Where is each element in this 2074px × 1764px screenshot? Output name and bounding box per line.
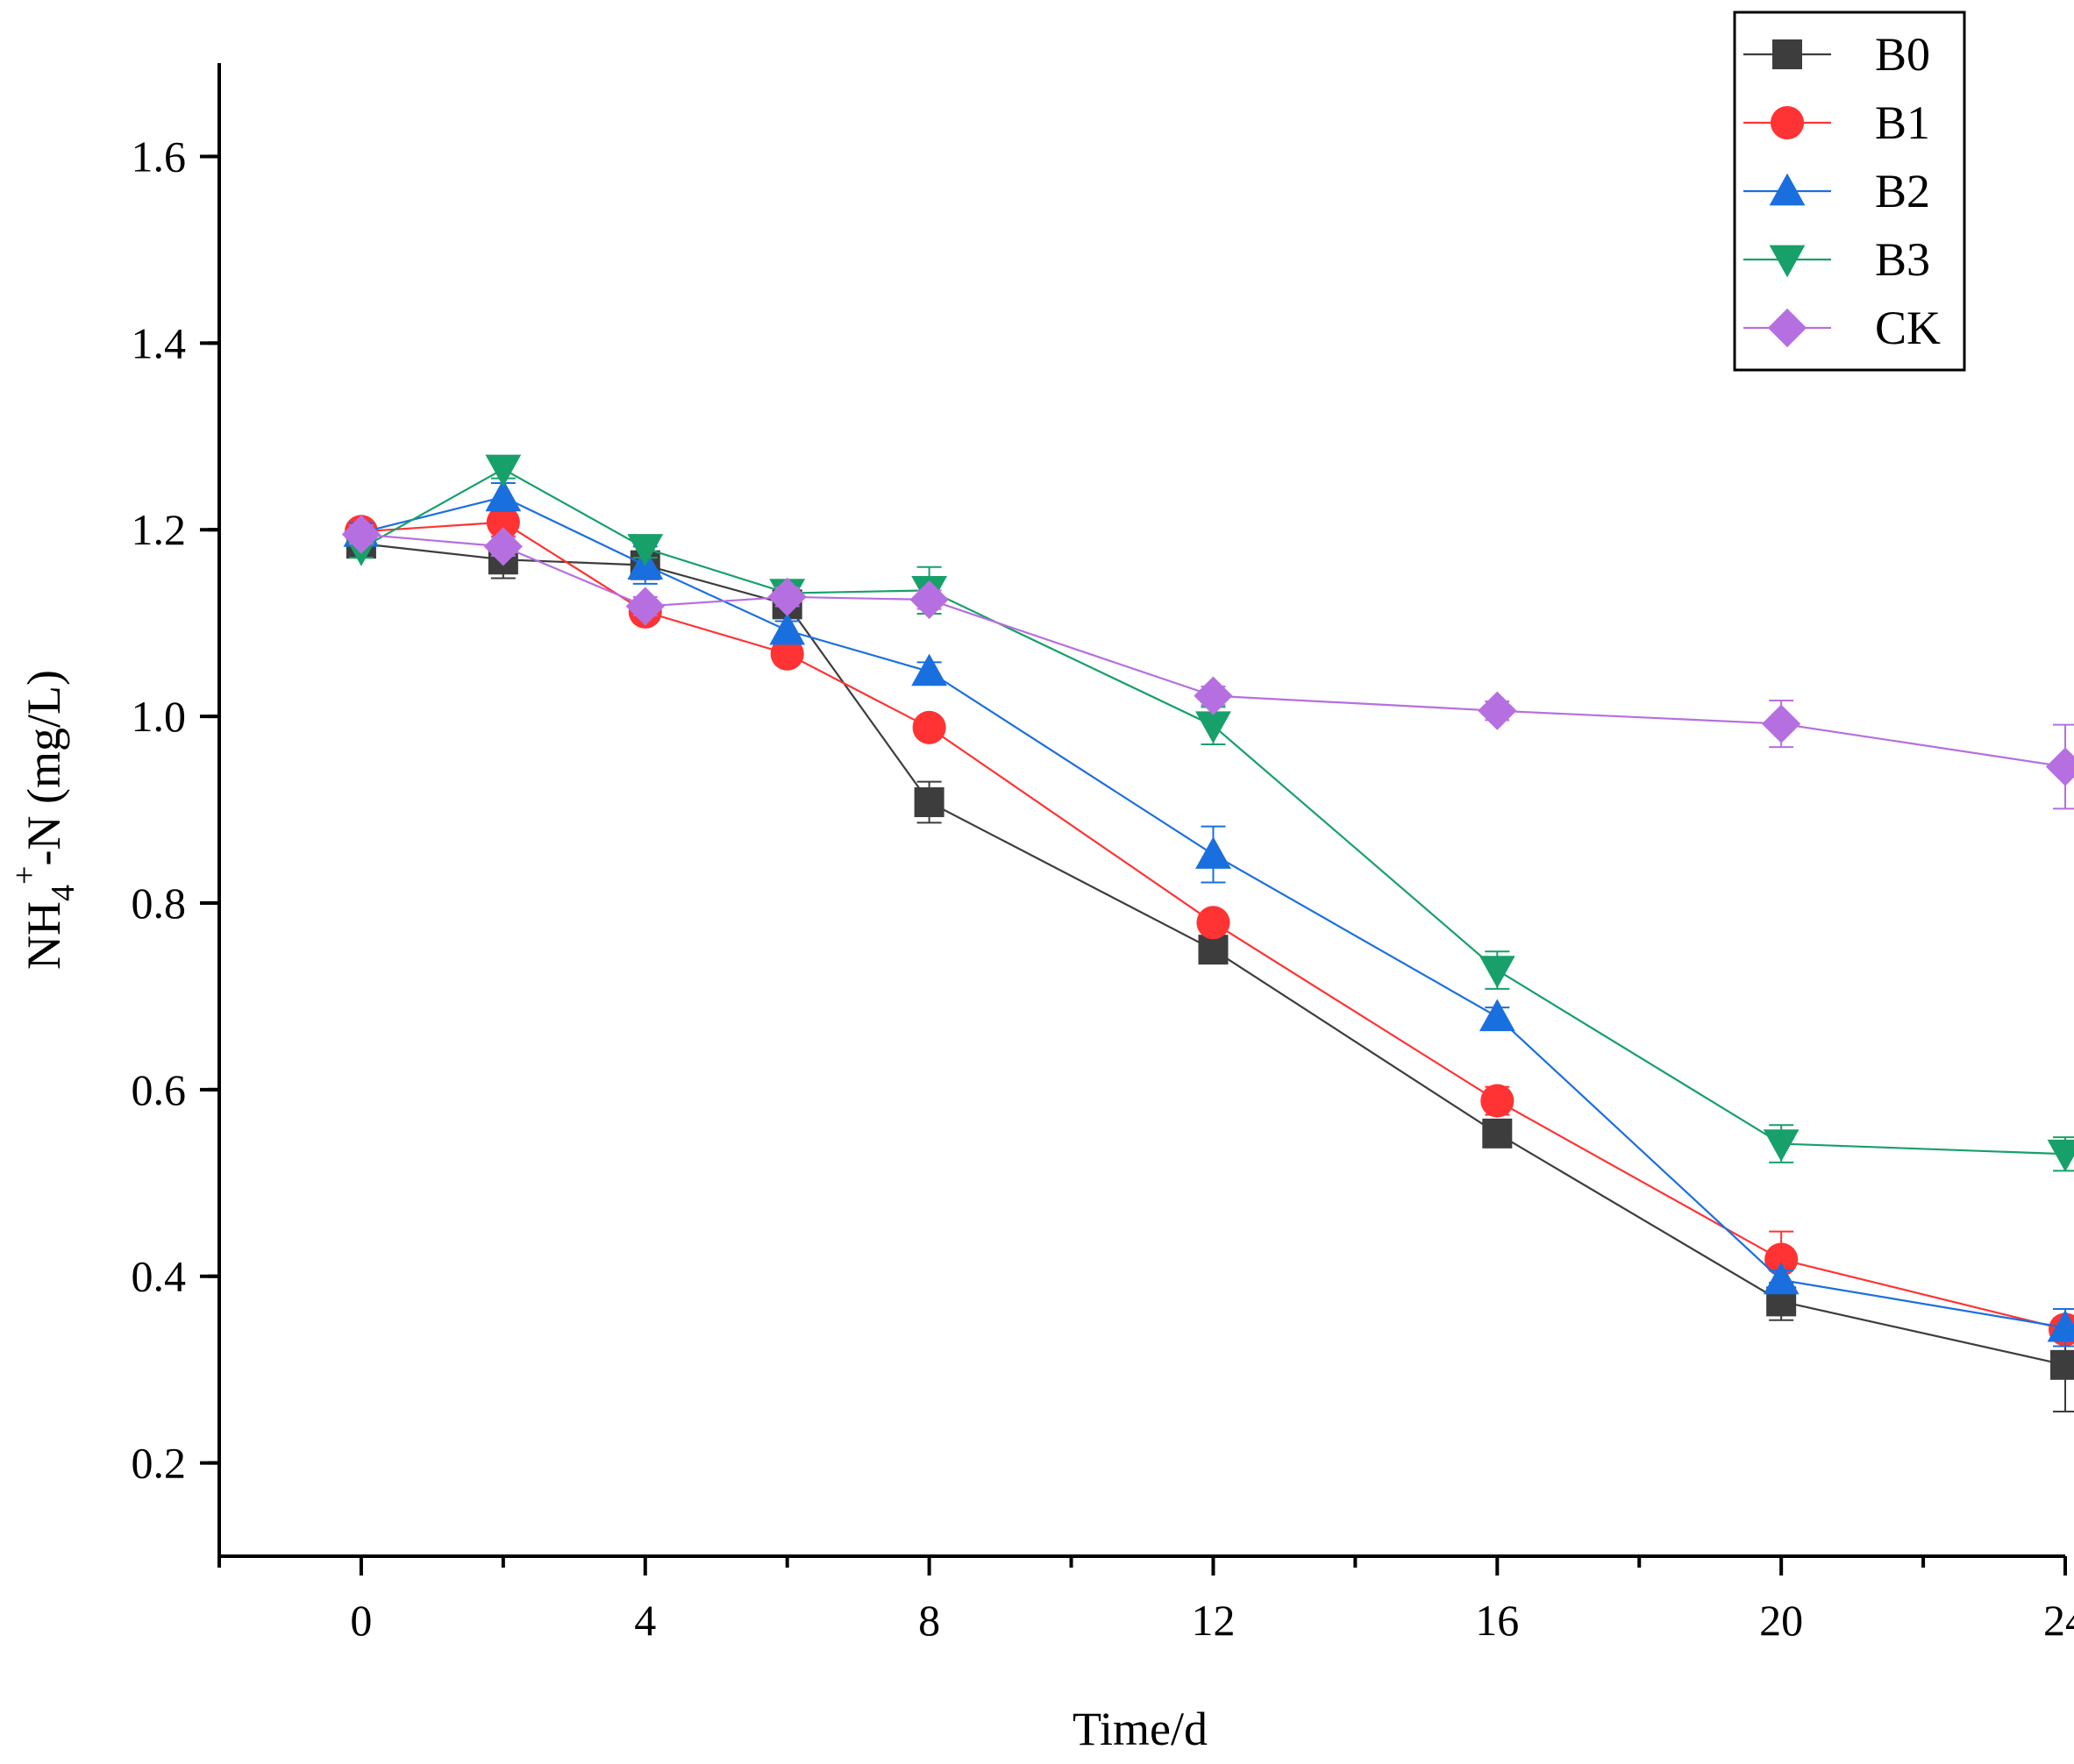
- x-tick-label: 4: [634, 1596, 656, 1645]
- y-axis-title: NH4+-N (mg/L): [6, 670, 82, 970]
- data-point-b3: [485, 454, 522, 487]
- data-point-ck: [341, 515, 381, 554]
- data-point-b3: [2047, 1139, 2074, 1172]
- data-point-b1: [912, 710, 946, 744]
- y-tick-label: 0.8: [132, 878, 187, 928]
- data-point-ck: [2045, 747, 2074, 786]
- data-point-b2: [911, 653, 948, 686]
- y-tick-label: 1.6: [132, 132, 187, 181]
- axes: [217, 63, 2065, 1558]
- legend-item-b2: B2: [1743, 165, 1930, 217]
- legend-marker: [1769, 245, 1806, 278]
- series-layer: [341, 454, 2074, 1413]
- x-tick-label: 16: [1475, 1596, 1519, 1645]
- data-point-b0: [914, 786, 944, 817]
- x-tick-label: 24: [2043, 1596, 2074, 1645]
- legend-marker: [1769, 173, 1806, 206]
- y-axis-title-base: NH: [18, 901, 70, 970]
- tick-group: 0.2 0.4 0.6 0.8 1.0 1.2 1.4 1.6 0 4 8 12 16 20 24: [132, 132, 2074, 1645]
- data-point-b3: [627, 534, 664, 566]
- y-tick-label: 0.2: [132, 1439, 187, 1488]
- data-point-ck: [767, 577, 807, 616]
- legend-label: B3: [1875, 233, 1930, 286]
- series-b1: [344, 505, 2074, 1347]
- data-point-b1: [1480, 1084, 1515, 1118]
- data-point-ck: [625, 587, 665, 626]
- legend: B0 B1 B2 B3 CK: [1733, 11, 1966, 372]
- series-line-b3: [360, 467, 2066, 1156]
- series-b0: [346, 529, 2074, 1413]
- data-point-b2: [1195, 836, 1231, 869]
- legend-marker: [1767, 308, 1807, 348]
- y-tick-label: 1.0: [132, 692, 187, 741]
- legend-item-ck: CK: [1743, 302, 1941, 354]
- x-axis-title: Time/d: [1073, 1703, 1208, 1755]
- data-point-b0: [2050, 1349, 2074, 1380]
- y-tick-label: 1.2: [132, 505, 187, 554]
- series-ck: [341, 515, 2074, 810]
- data-point-ck: [1478, 691, 1517, 730]
- x-tick-label: 0: [350, 1596, 372, 1645]
- y-tick-label: 0.4: [132, 1252, 187, 1301]
- y-tick-label: 1.4: [132, 318, 187, 367]
- data-point-b1: [1196, 906, 1230, 940]
- legend-item-b0: B0: [1743, 28, 1930, 81]
- legend-label: B0: [1875, 28, 1930, 81]
- series-b3: [343, 454, 2074, 1172]
- data-point-b1: [486, 505, 520, 539]
- legend-marker: [1770, 105, 1805, 140]
- legend-item-b1: B1: [1743, 96, 1930, 149]
- x-tick-label: 20: [1759, 1596, 1803, 1645]
- data-point-b3: [1479, 956, 1515, 988]
- data-point-b3: [1195, 711, 1231, 744]
- data-point-b2: [1763, 1262, 1800, 1295]
- legend-label: CK: [1875, 302, 1941, 354]
- y-axis-title-rest: -N (mg/L): [18, 670, 70, 865]
- legend-item-b3: B3: [1743, 233, 1930, 286]
- legend-label: B2: [1875, 165, 1930, 217]
- data-point-ck: [483, 527, 523, 566]
- y-axis-title-sub: 4: [45, 885, 82, 901]
- y-tick-label: 0.6: [132, 1065, 187, 1114]
- data-point-b1: [770, 637, 804, 671]
- data-point-b3: [1763, 1129, 1800, 1162]
- y-axis-title-sup: +: [6, 866, 43, 885]
- data-point-b2: [485, 479, 522, 512]
- legend-marker: [1772, 39, 1802, 69]
- x-tick-label: 12: [1191, 1596, 1235, 1645]
- x-tick-label: 8: [918, 1596, 940, 1645]
- data-point-b0: [1482, 1118, 1513, 1149]
- data-point-b1: [1764, 1242, 1799, 1277]
- data-point-b0: [1198, 935, 1229, 965]
- data-point-ck: [909, 580, 949, 620]
- data-point-b2: [769, 612, 806, 645]
- data-point-ck: [1762, 704, 1801, 743]
- data-point-b2: [2047, 1309, 2074, 1342]
- legend-label: B1: [1875, 96, 1930, 149]
- data-point-b2: [1479, 999, 1515, 1032]
- data-point-ck: [1194, 676, 1233, 715]
